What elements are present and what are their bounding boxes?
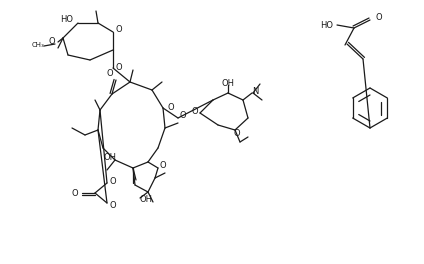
Text: O: O <box>167 102 173 111</box>
Text: N: N <box>252 87 258 97</box>
Text: O: O <box>48 37 55 46</box>
Text: CH₃: CH₃ <box>31 42 44 48</box>
Text: O: O <box>71 188 78 197</box>
Text: O: O <box>109 177 116 186</box>
Text: O: O <box>234 129 240 138</box>
Text: OH: OH <box>140 196 153 205</box>
Text: HO: HO <box>320 21 333 30</box>
Text: O: O <box>160 162 167 171</box>
Text: O: O <box>116 64 123 73</box>
Text: O: O <box>106 69 113 78</box>
Text: O: O <box>180 111 187 120</box>
Text: OH: OH <box>103 153 116 163</box>
Text: O: O <box>115 26 122 35</box>
Text: O: O <box>191 106 198 116</box>
Text: O: O <box>109 200 116 210</box>
Text: O: O <box>375 13 382 22</box>
Text: OH: OH <box>221 79 234 88</box>
Text: HO: HO <box>60 16 73 25</box>
